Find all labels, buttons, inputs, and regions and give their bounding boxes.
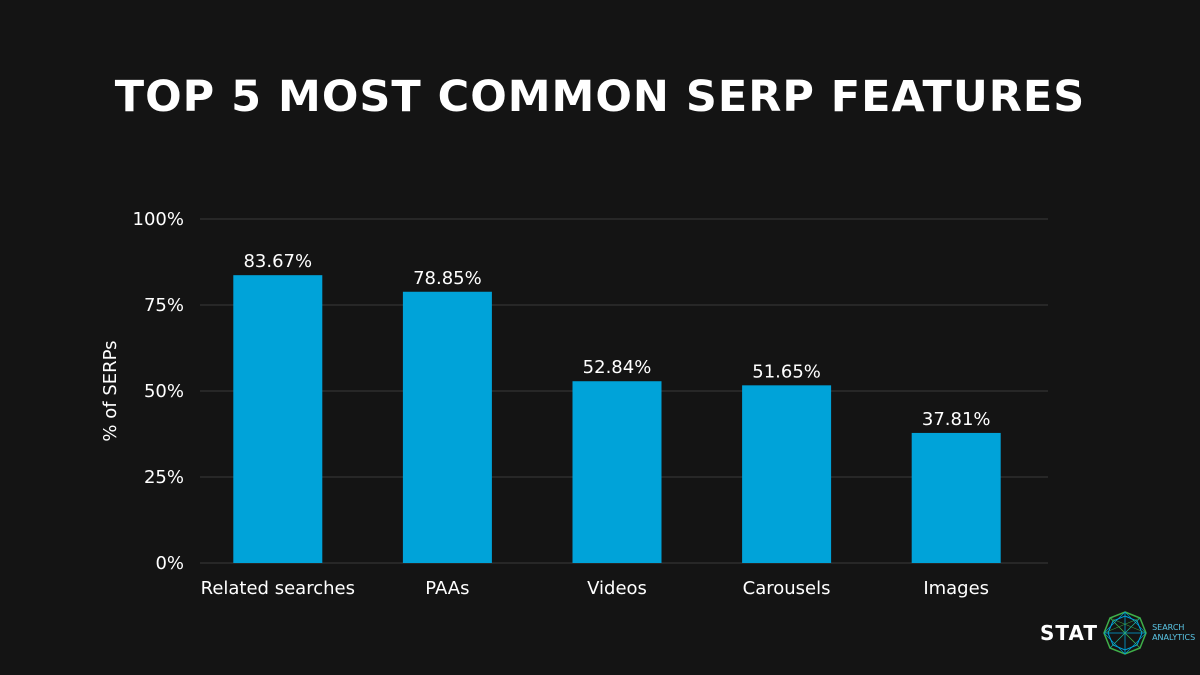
data-label: 51.65% [752,361,821,382]
logo-subtitle-line1: SEARCH [1152,623,1185,632]
logo-subtitle: SEARCH ANALYTICS [1152,623,1195,643]
logo-subtitle-line2: ANALYTICS [1152,633,1196,642]
y-tick-label: 100% [133,209,184,230]
data-label: 37.81% [922,409,991,430]
logo-wordmark: STAT [1040,621,1099,645]
category-label: Videos [587,578,647,599]
y-tick-label: 0% [155,553,184,574]
data-label: 52.84% [583,357,652,378]
data-label: 78.85% [413,268,482,289]
bar [233,275,323,563]
bar [402,291,492,563]
y-tick-label: 75% [144,295,184,316]
stat-logo: STAT SEARCH ANALYTICS [1040,606,1195,660]
bar [742,385,832,563]
y-tick-label: 50% [144,381,184,402]
category-label: PAAs [425,578,469,599]
bar [911,432,1001,563]
data-label: 83.67% [243,251,312,272]
network-globe-icon [1103,611,1147,655]
y-axis-title: % of SERPs [100,340,121,441]
category-label: Carousels [743,578,831,599]
bar [572,381,662,563]
category-label: Images [923,578,989,599]
chart-title: TOP 5 MOST COMMON SERP FEATURES [114,72,1086,122]
category-label: Related searches [201,578,355,599]
y-tick-label: 25% [144,467,184,488]
